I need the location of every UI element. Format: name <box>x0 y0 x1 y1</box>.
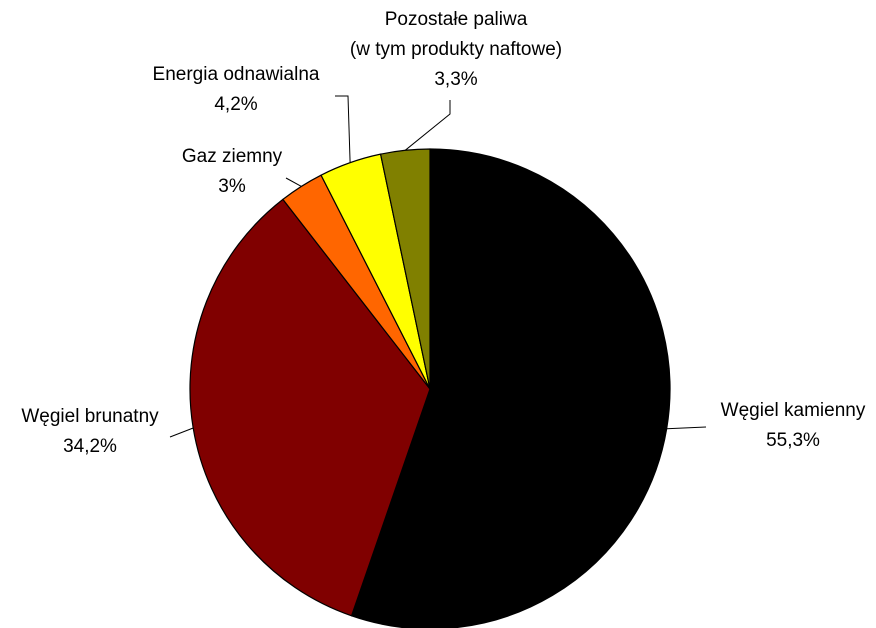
leader-line-wegiel-brunatny <box>169 427 194 438</box>
slice-value-wegiel-kamienny: 55,3% <box>766 430 820 451</box>
slice-label-wegiel-kamienny: Węgiel kamienny <box>721 400 866 421</box>
slice-label-gaz-ziemny: Gaz ziemny <box>182 146 283 167</box>
slice-value-energia-odnawialna: 4,2% <box>214 94 257 115</box>
slice-value-gaz-ziemny: 3% <box>218 176 246 197</box>
leader-line-gaz-ziemny <box>285 177 302 187</box>
pie-slices <box>189 148 671 628</box>
slice-value-wegiel-brunatny: 34,2% <box>63 436 117 457</box>
slice-label-energia-odnawialna: Energia odnawialna <box>153 64 320 85</box>
leader-line-pozostale-paliwa <box>404 100 451 151</box>
slice-label-pozostale-paliwa-line2: (w tym produkty naftowe) <box>350 39 562 60</box>
leader-lines <box>169 95 707 438</box>
pie-slice-pozostale-paliwa <box>379 148 431 390</box>
leader-line-wegiel-kamienny <box>666 426 707 430</box>
slice-label-wegiel-brunatny: Węgiel brunatny <box>21 406 159 427</box>
slice-label-pozostale-paliwa-line1: Pozostałe paliwa <box>385 9 528 30</box>
leader-line-energia-odnawialna <box>335 95 351 163</box>
slice-value-pozostale-paliwa: 3,3% <box>434 69 477 90</box>
pie-slice-wegiel-kamienny <box>350 148 671 628</box>
